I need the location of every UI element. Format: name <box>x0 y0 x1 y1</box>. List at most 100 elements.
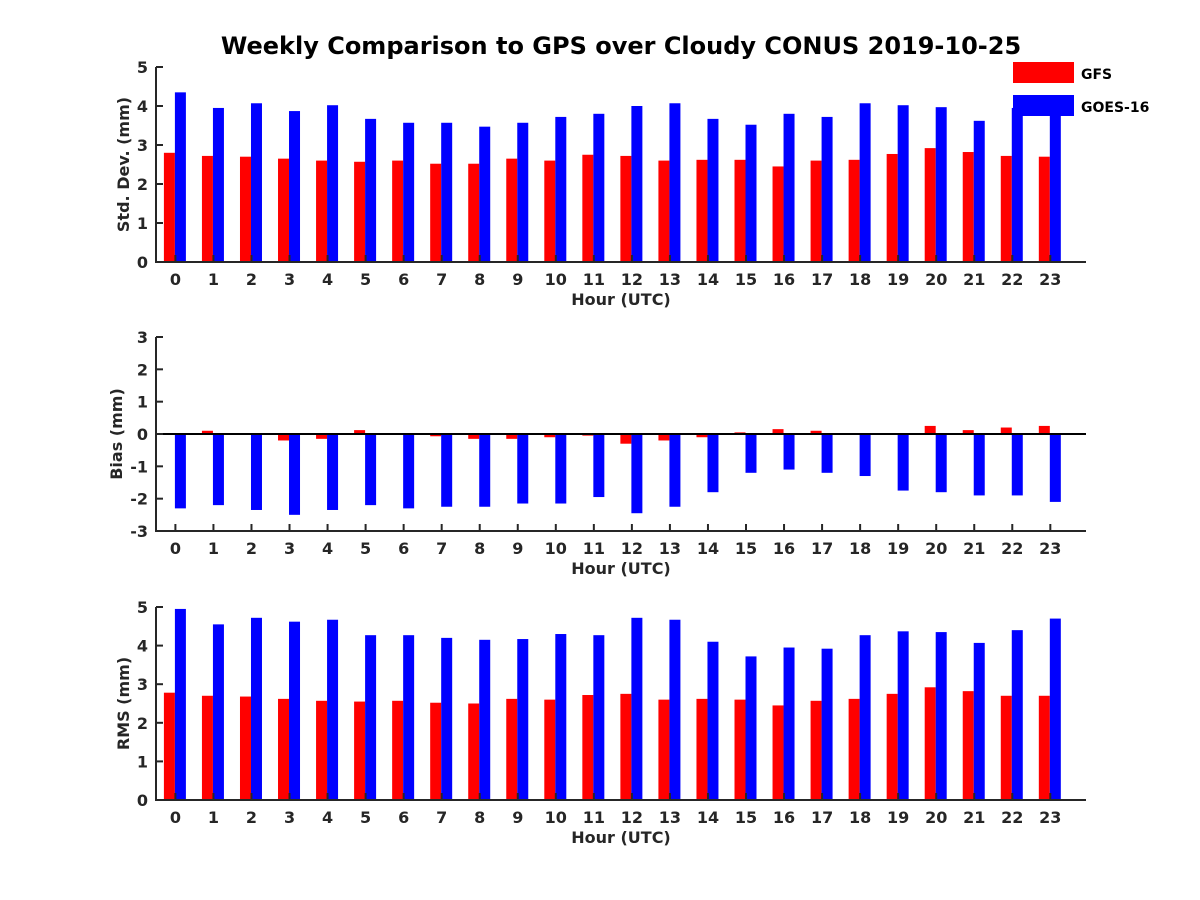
rms-bar-goes16-2 <box>250 617 262 800</box>
std-dev-xtick-label: 21 <box>963 270 985 289</box>
rms-bar-goes16-6 <box>403 635 415 800</box>
rms-bar-gfs-16 <box>772 705 784 800</box>
std-dev-bar-gfs-0 <box>163 152 175 262</box>
std-dev-ytick-label: 5 <box>137 58 148 77</box>
rms-xtick-label: 10 <box>545 808 567 827</box>
rms-xtick-label: 20 <box>925 808 947 827</box>
bias-xtick-label: 3 <box>284 539 295 558</box>
bias-xtick-label: 11 <box>583 539 605 558</box>
std-dev-bar-gfs-20 <box>924 148 936 262</box>
std-dev-bar-gfs-23 <box>1038 156 1050 262</box>
rms-bar-goes16-8 <box>479 639 491 800</box>
std-dev-bar-goes16-10 <box>555 116 567 262</box>
rms-bar-gfs-23 <box>1038 695 1050 800</box>
bias-xtick-label: 17 <box>811 539 833 558</box>
std-dev-ytick-label: 3 <box>137 136 148 155</box>
bias-xtick-label: 18 <box>849 539 871 558</box>
rms-xtick-label: 13 <box>659 808 681 827</box>
std-dev-xtick-label: 5 <box>360 270 371 289</box>
rms-xtick-label: 11 <box>583 808 605 827</box>
rms-xtick-label: 14 <box>697 808 719 827</box>
bias-bar-goes16-5 <box>365 434 377 506</box>
bias-bar-goes16-9 <box>517 434 529 504</box>
std-dev-bar-goes16-12 <box>631 106 643 262</box>
bias-xtick-label: 0 <box>170 539 181 558</box>
rms-bar-goes16-11 <box>593 635 605 800</box>
rms-bar-goes16-18 <box>859 635 871 800</box>
std-dev-bar-gfs-11 <box>582 154 594 262</box>
rms-xtick-label: 0 <box>170 808 181 827</box>
rms-ytick-label: 2 <box>137 714 148 733</box>
rms-bar-gfs-7 <box>430 702 442 800</box>
std-dev-bar-gfs-16 <box>772 166 784 262</box>
bias-xtick-label: 23 <box>1039 539 1061 558</box>
bias-bar-goes16-6 <box>403 434 415 509</box>
rms-xtick-label: 17 <box>811 808 833 827</box>
rms-xtick-label: 23 <box>1039 808 1061 827</box>
bias-bar-goes16-19 <box>897 434 909 491</box>
std-dev-bar-gfs-9 <box>506 158 518 262</box>
bias-bar-gfs-20 <box>924 425 936 434</box>
bias-bar-gfs-22 <box>1000 427 1012 434</box>
rms-bar-gfs-19 <box>886 693 898 800</box>
rms-xtick-label: 8 <box>474 808 485 827</box>
std-dev-bar-goes16-18 <box>859 103 871 263</box>
bias-ytick-label: 1 <box>137 393 148 412</box>
rms-bar-gfs-18 <box>848 698 860 800</box>
std-dev-xtick-label: 23 <box>1039 270 1061 289</box>
std-dev-xtick-label: 22 <box>1001 270 1023 289</box>
rms-bar-goes16-1 <box>212 624 224 800</box>
std-dev-bar-gfs-10 <box>544 160 556 262</box>
rms-xtick-label: 16 <box>773 808 795 827</box>
std-dev-xtick-label: 8 <box>474 270 485 289</box>
std-dev-xtick-label: 1 <box>208 270 219 289</box>
rms-bar-goes16-5 <box>365 635 377 800</box>
rms-xtick-label: 19 <box>887 808 909 827</box>
rms-bar-goes16-4 <box>327 619 339 800</box>
bias-bar-gfs-23 <box>1038 425 1050 434</box>
bias-bar-gfs-14 <box>696 434 708 438</box>
std-dev-bar-goes16-6 <box>403 122 415 263</box>
std-dev-xtick-label: 7 <box>436 270 447 289</box>
bias-xtick-label: 7 <box>436 539 447 558</box>
rms-bar-goes16-17 <box>821 648 833 800</box>
rms-ytick-label: 4 <box>137 637 148 656</box>
std-dev-xtick-label: 11 <box>583 270 605 289</box>
legend-swatch-gfs <box>1013 62 1074 83</box>
std-dev-xtick-label: 14 <box>697 270 719 289</box>
bias-xtick-label: 9 <box>512 539 523 558</box>
std-dev-xtick-label: 18 <box>849 270 871 289</box>
bias-bar-goes16-22 <box>1011 434 1023 496</box>
bias-xtick-label: 5 <box>360 539 371 558</box>
std-dev-bar-goes16-15 <box>745 124 757 262</box>
rms-xtick-label: 21 <box>963 808 985 827</box>
std-dev-bar-gfs-18 <box>848 159 860 262</box>
rms-bar-gfs-5 <box>354 701 366 800</box>
rms-bar-gfs-0 <box>163 692 175 800</box>
std-dev-xtick-label: 0 <box>170 270 181 289</box>
rms-bar-goes16-20 <box>935 632 947 800</box>
std-dev-ytick-label: 0 <box>137 253 148 272</box>
std-dev-bar-goes16-23 <box>1049 106 1061 262</box>
std-dev-xtick-label: 16 <box>773 270 795 289</box>
rms-bar-goes16-9 <box>517 639 529 800</box>
std-dev-xlabel: Hour (UTC) <box>571 290 671 309</box>
rms-bar-gfs-2 <box>239 696 251 800</box>
std-dev-xtick-label: 6 <box>398 270 409 289</box>
bias-bar-goes16-11 <box>593 434 605 498</box>
rms-xtick-label: 2 <box>246 808 257 827</box>
std-dev-xtick-label: 3 <box>284 270 295 289</box>
std-dev-bar-gfs-3 <box>278 158 290 262</box>
bias-bar-goes16-13 <box>669 434 681 507</box>
bias-bar-goes16-21 <box>973 434 985 496</box>
bias-bar-goes16-17 <box>821 434 833 473</box>
bias-bar-gfs-1 <box>201 430 213 434</box>
rms-xtick-label: 5 <box>360 808 371 827</box>
bias-bar-goes16-4 <box>327 434 339 510</box>
std-dev-bar-gfs-1 <box>201 155 213 262</box>
rms-bar-gfs-12 <box>620 693 632 800</box>
bias-xtick-label: 6 <box>398 539 409 558</box>
rms-bar-goes16-14 <box>707 641 719 800</box>
bias-bar-goes16-14 <box>707 434 719 493</box>
